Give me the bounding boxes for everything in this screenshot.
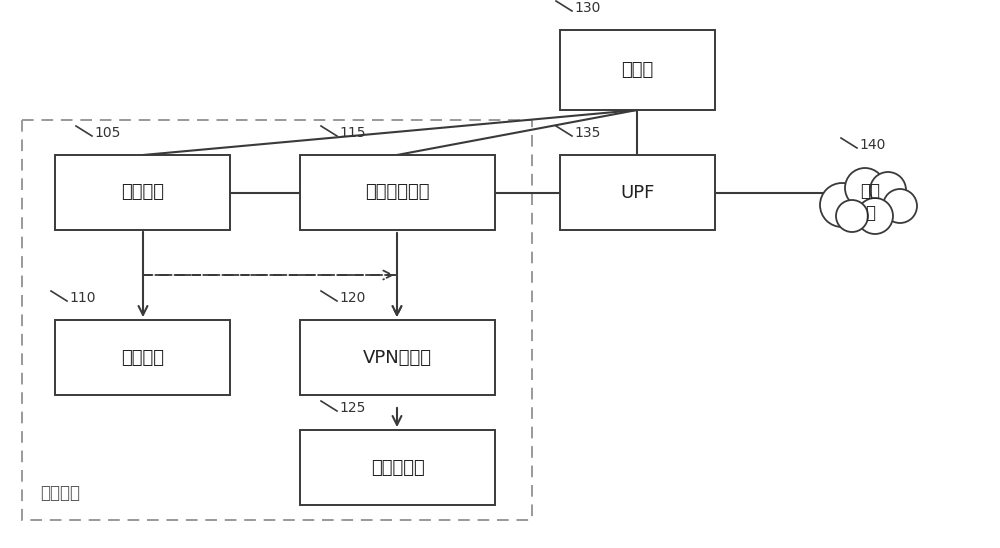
Circle shape — [820, 183, 864, 227]
Text: UPF: UPF — [620, 184, 655, 202]
Text: 130: 130 — [574, 1, 600, 15]
Circle shape — [883, 189, 917, 223]
Text: 核心网: 核心网 — [621, 61, 654, 79]
Bar — [300, 155, 495, 230]
Text: 专网终端: 专网终端 — [121, 349, 164, 367]
Circle shape — [857, 198, 893, 234]
Text: 125: 125 — [339, 401, 365, 415]
Text: 互联
网: 互联 网 — [860, 182, 880, 222]
Circle shape — [870, 172, 906, 208]
Text: 企业局域网: 企业局域网 — [371, 459, 424, 477]
Text: VPN服务器: VPN服务器 — [363, 349, 432, 367]
Text: 120: 120 — [339, 291, 365, 305]
Bar — [560, 155, 715, 230]
Circle shape — [845, 168, 885, 208]
Bar — [300, 430, 495, 505]
Circle shape — [836, 200, 868, 232]
Bar — [55, 155, 230, 230]
Text: 专网分流设备: 专网分流设备 — [365, 184, 430, 202]
Text: 110: 110 — [69, 291, 96, 305]
Text: 专网基站: 专网基站 — [121, 184, 164, 202]
Bar — [560, 30, 715, 110]
Text: 企业网络: 企业网络 — [40, 484, 80, 502]
Bar — [22, 120, 532, 520]
Text: 115: 115 — [339, 126, 366, 140]
Bar — [55, 320, 230, 395]
Text: 140: 140 — [859, 138, 885, 152]
Text: 135: 135 — [574, 126, 600, 140]
Text: 105: 105 — [94, 126, 120, 140]
Bar — [300, 320, 495, 395]
